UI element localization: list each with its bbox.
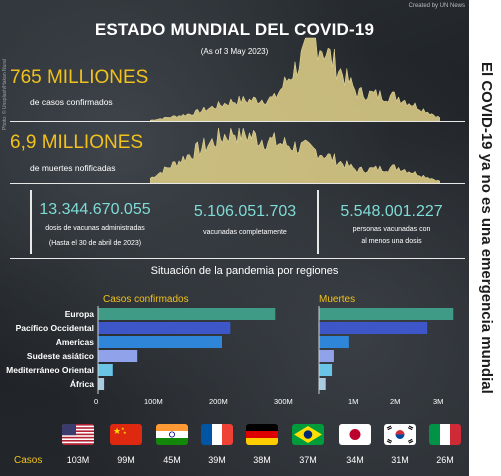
region-bar bbox=[98, 378, 105, 390]
brazil-flag bbox=[292, 424, 324, 445]
italy-flag bbox=[429, 424, 461, 445]
region-bar bbox=[98, 308, 276, 320]
svg-text:★: ★ bbox=[113, 427, 121, 437]
divider bbox=[30, 190, 32, 254]
doses-value: 13.344.670.055 bbox=[39, 201, 151, 218]
deaths-curve-chart bbox=[150, 127, 440, 184]
region-bar bbox=[319, 308, 454, 320]
deaths-curve bbox=[150, 127, 440, 184]
country-value: 31M bbox=[391, 455, 409, 465]
region-label: Europa bbox=[64, 309, 94, 319]
cases-tick: 100M bbox=[144, 397, 163, 406]
country-row-label: Casos bbox=[14, 455, 43, 466]
region-bar bbox=[98, 336, 222, 348]
region-label: Sudeste asiático bbox=[26, 351, 94, 361]
region-bar-charts bbox=[97, 306, 454, 394]
deaths-bars bbox=[318, 306, 454, 394]
one-dose-value: 5.548.001.227 bbox=[340, 203, 443, 220]
deaths-tick: 1M bbox=[348, 397, 359, 406]
svg-text:★: ★ bbox=[121, 426, 125, 431]
credit: Created by UN News bbox=[408, 3, 465, 9]
side-title: El COVID-19 ya no es una emergencia mund… bbox=[478, 62, 495, 394]
country-value: 38M bbox=[253, 455, 271, 465]
fully-vaccinated-label: vacunadas completamente bbox=[203, 229, 287, 236]
one-dose-label-2: al menos una dosis bbox=[361, 238, 422, 245]
deaths-total-label: de muertes nofificadas bbox=[30, 163, 116, 173]
country-value: 45M bbox=[163, 455, 181, 465]
cases-curve bbox=[150, 37, 440, 122]
divider bbox=[10, 258, 465, 259]
cases-curve-chart bbox=[150, 37, 440, 122]
region-label: Pacífico Occidental bbox=[15, 323, 94, 333]
deaths-tick: 2M bbox=[390, 397, 401, 406]
deaths-bars-title: Muertes bbox=[319, 294, 356, 305]
deaths-total: 6,9 MILLIONES bbox=[10, 132, 144, 153]
germany-flag bbox=[246, 424, 278, 445]
france-flag bbox=[201, 424, 233, 445]
doses-label: dosis de vacunas administradas bbox=[45, 225, 145, 232]
infographic: Created by UN News Photo: © Unsplash/Hak… bbox=[0, 0, 469, 476]
country-value: 34M bbox=[346, 455, 364, 465]
cases-tick: 200M bbox=[209, 397, 228, 406]
divider bbox=[317, 190, 319, 254]
regions-title: Situación de la pandemia por regiones bbox=[150, 265, 339, 277]
country-value: 39M bbox=[208, 455, 226, 465]
divider bbox=[10, 183, 465, 184]
deaths-tick: 3M bbox=[433, 397, 444, 406]
region-bar bbox=[319, 364, 333, 376]
india-flag bbox=[156, 424, 188, 445]
region-bar bbox=[98, 322, 231, 334]
as-of-date: (As of 3 May 2023) bbox=[200, 47, 269, 56]
south-korea-flag bbox=[384, 424, 416, 445]
region-bar bbox=[319, 336, 349, 348]
country-value: 103M bbox=[66, 455, 90, 465]
region-label: Americas bbox=[55, 337, 94, 347]
region-bar bbox=[319, 322, 428, 334]
country-value: 99M bbox=[117, 455, 135, 465]
divider bbox=[10, 121, 465, 122]
cases-total-label: de casos confirmados bbox=[30, 97, 113, 107]
cases-total: 765 MILLIONES bbox=[10, 67, 149, 88]
fully-vaccinated-value: 5.106.051.703 bbox=[193, 203, 297, 220]
region-bar bbox=[98, 364, 113, 376]
region-bar bbox=[98, 350, 138, 362]
region-bar bbox=[319, 378, 326, 390]
cases-bars bbox=[97, 306, 276, 394]
region-bar bbox=[319, 350, 334, 362]
doses-date: (Hasta el 30 de abril de 2023) bbox=[48, 240, 142, 247]
one-dose-label: personas vacunadas con bbox=[352, 226, 431, 233]
region-label: África bbox=[69, 379, 94, 389]
japan-flag bbox=[339, 424, 371, 445]
cases-tick: 300M bbox=[274, 397, 293, 406]
svg-text:★: ★ bbox=[123, 430, 127, 435]
region-label: Mediterráneo Oriental bbox=[6, 365, 94, 375]
usa-flag bbox=[62, 424, 94, 445]
country-value: 37M bbox=[299, 455, 317, 465]
page-title: ESTADO MUNDIAL DEL COVID-19 bbox=[94, 20, 375, 39]
cases-tick: 0 bbox=[94, 397, 99, 406]
china-flag: ★ ★ ★ bbox=[110, 424, 142, 445]
country-value: 26M bbox=[436, 455, 454, 465]
cases-bars-title: Casos confirmados bbox=[103, 294, 189, 305]
